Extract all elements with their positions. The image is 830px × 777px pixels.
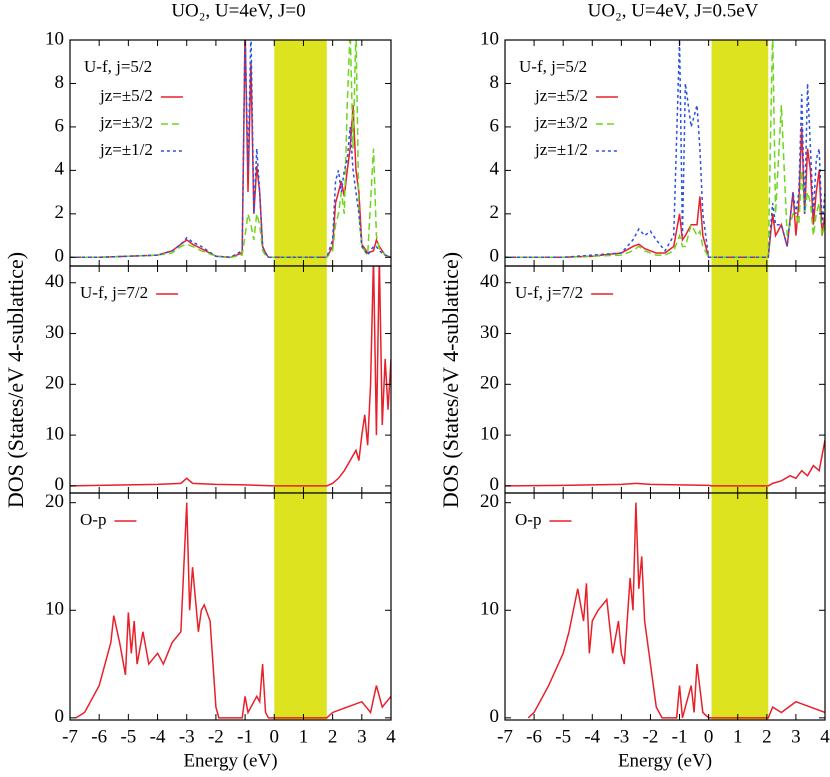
y-tick-label: 10 bbox=[480, 28, 499, 49]
gap-shade bbox=[274, 40, 327, 266]
legend-label: jz=±1/2 bbox=[99, 140, 153, 159]
y-tick-label: 10 bbox=[45, 28, 64, 49]
legend-title: U-f, j=5/2 bbox=[519, 57, 587, 76]
plot-area bbox=[70, 266, 391, 487]
y-tick-label: 4 bbox=[490, 159, 500, 180]
x-tick-label: -7 bbox=[497, 726, 513, 747]
dos-line bbox=[505, 40, 825, 259]
plot-area bbox=[75, 502, 391, 719]
panel-title: UO₂, U=4eV, J=0 bbox=[171, 0, 305, 21]
y-tick-label: 30 bbox=[45, 322, 64, 343]
dos-line bbox=[527, 502, 825, 719]
y-tick-label: 4 bbox=[55, 159, 65, 180]
y-tick-label: 10 bbox=[45, 599, 64, 620]
legend-label: jz=±3/2 bbox=[534, 113, 588, 132]
legend-label: U-f, j=7/2 bbox=[515, 283, 583, 302]
frame bbox=[69, 492, 392, 721]
x-tick-label: -1 bbox=[672, 726, 688, 747]
plot-area bbox=[505, 40, 825, 259]
dos-line bbox=[75, 502, 391, 719]
dos-line bbox=[70, 40, 391, 259]
gap-shade bbox=[711, 493, 769, 720]
legend-label: jz=±3/2 bbox=[99, 113, 153, 132]
dos-line bbox=[70, 266, 391, 487]
legend-title: U-f, j=5/2 bbox=[84, 57, 152, 76]
y-tick-label: 20 bbox=[480, 373, 499, 394]
y-axis-label: DOS (States/eV 4-sublattice) bbox=[438, 252, 463, 508]
x-axis-label: Energy (eV) bbox=[618, 750, 712, 771]
y-tick-label: 0 bbox=[490, 706, 500, 727]
y-tick-label: 10 bbox=[480, 423, 499, 444]
x-tick-label: 3 bbox=[791, 726, 801, 747]
panel-title: UO₂, U=4eV, J=0.5eV bbox=[588, 0, 759, 21]
plot-area bbox=[70, 40, 391, 259]
legend-label: O-p bbox=[515, 510, 541, 529]
y-tick-label: 20 bbox=[45, 373, 64, 394]
x-tick-label: -4 bbox=[584, 726, 600, 747]
frame bbox=[504, 492, 826, 721]
y-tick-label: 0 bbox=[490, 474, 500, 495]
gap-shade bbox=[274, 493, 327, 720]
dos-line bbox=[505, 440, 825, 487]
x-tick-label: 2 bbox=[328, 726, 338, 747]
dos-line bbox=[505, 126, 825, 259]
x-axis-label: Energy (eV) bbox=[183, 750, 277, 771]
dos-line bbox=[70, 40, 391, 259]
y-tick-label: 30 bbox=[480, 322, 499, 343]
x-tick-label: -6 bbox=[91, 726, 107, 747]
dos-line bbox=[505, 40, 825, 259]
y-axis-label: DOS (States/eV 4-sublattice) bbox=[3, 252, 28, 508]
y-tick-label: 0 bbox=[55, 706, 65, 727]
x-tick-label: -6 bbox=[526, 726, 542, 747]
x-tick-label: -2 bbox=[643, 726, 659, 747]
y-tick-label: 6 bbox=[55, 115, 65, 136]
x-tick-label: -2 bbox=[208, 726, 224, 747]
y-tick-label: 20 bbox=[480, 491, 499, 512]
legend-label: O-p bbox=[80, 510, 106, 529]
x-tick-label: 3 bbox=[357, 726, 367, 747]
x-tick-label: 4 bbox=[820, 726, 830, 747]
gap-shade bbox=[711, 266, 769, 493]
gap-shade bbox=[711, 40, 769, 266]
x-tick-label: -5 bbox=[120, 726, 136, 747]
x-tick-label: -4 bbox=[150, 726, 166, 747]
x-tick-label: -1 bbox=[237, 726, 253, 747]
y-tick-label: 10 bbox=[45, 423, 64, 444]
x-tick-label: -3 bbox=[179, 726, 195, 747]
legend-label: jz=±5/2 bbox=[534, 86, 588, 105]
y-tick-label: 0 bbox=[55, 246, 65, 267]
y-tick-label: 20 bbox=[45, 491, 64, 512]
x-tick-label: 1 bbox=[299, 726, 309, 747]
x-tick-label: 0 bbox=[270, 726, 280, 747]
y-tick-label: 40 bbox=[45, 271, 64, 292]
y-tick-label: 6 bbox=[490, 115, 500, 136]
plot-area bbox=[505, 440, 825, 487]
y-tick-label: 0 bbox=[490, 246, 500, 267]
x-tick-label: 4 bbox=[386, 726, 396, 747]
x-tick-label: 2 bbox=[762, 726, 772, 747]
legend-label: jz=±5/2 bbox=[99, 86, 153, 105]
y-tick-label: 40 bbox=[480, 271, 499, 292]
plot-area bbox=[527, 502, 825, 719]
x-tick-label: -5 bbox=[555, 726, 571, 747]
x-tick-label: -3 bbox=[613, 726, 629, 747]
gap-shade bbox=[274, 266, 327, 493]
x-tick-label: -7 bbox=[62, 726, 78, 747]
x-tick-label: 0 bbox=[704, 726, 714, 747]
y-tick-label: 8 bbox=[490, 72, 500, 93]
y-tick-label: 2 bbox=[55, 202, 65, 223]
y-tick-label: 0 bbox=[55, 474, 65, 495]
y-tick-label: 8 bbox=[55, 72, 65, 93]
y-tick-label: 2 bbox=[490, 202, 500, 223]
x-tick-label: 1 bbox=[733, 726, 743, 747]
legend-label: U-f, j=7/2 bbox=[80, 283, 148, 302]
legend-label: jz=±1/2 bbox=[534, 140, 588, 159]
y-tick-label: 10 bbox=[480, 599, 499, 620]
